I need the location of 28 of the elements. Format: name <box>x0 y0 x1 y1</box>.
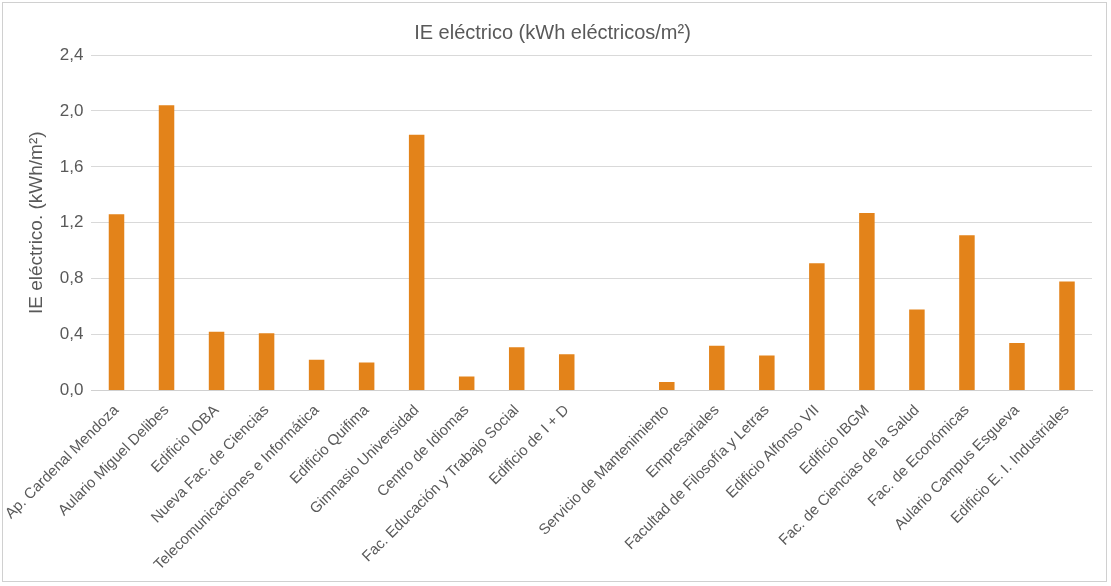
bar <box>909 309 925 391</box>
y-tick-label: 0,0 <box>59 380 84 400</box>
bar <box>258 333 275 391</box>
bar <box>508 347 525 391</box>
bar <box>1059 281 1075 391</box>
y-tick-label: 2,4 <box>59 44 84 64</box>
y-tick-label: 1,6 <box>59 156 84 176</box>
bar <box>358 362 375 391</box>
bar <box>308 359 325 391</box>
y-tick-label: 0,8 <box>59 268 84 288</box>
bar <box>408 134 425 391</box>
y-tick-label: 2,0 <box>59 100 84 120</box>
y-tick-label: 0,4 <box>59 324 84 344</box>
bar <box>759 355 775 391</box>
y-axis-title: IE eléctrico. (kWh/m²) <box>24 131 46 315</box>
bar <box>659 382 675 391</box>
chart-title: IE eléctrico (kWh eléctricos/m²) <box>414 20 691 43</box>
bar <box>558 354 575 391</box>
bar <box>859 212 875 391</box>
y-tick-label: 1,2 <box>59 212 84 232</box>
bar <box>709 345 725 391</box>
bar <box>959 235 975 391</box>
bar <box>1009 342 1025 391</box>
bar <box>208 331 225 391</box>
bar <box>158 105 175 391</box>
bar <box>108 214 125 391</box>
bar <box>809 263 825 391</box>
bar <box>458 376 475 391</box>
